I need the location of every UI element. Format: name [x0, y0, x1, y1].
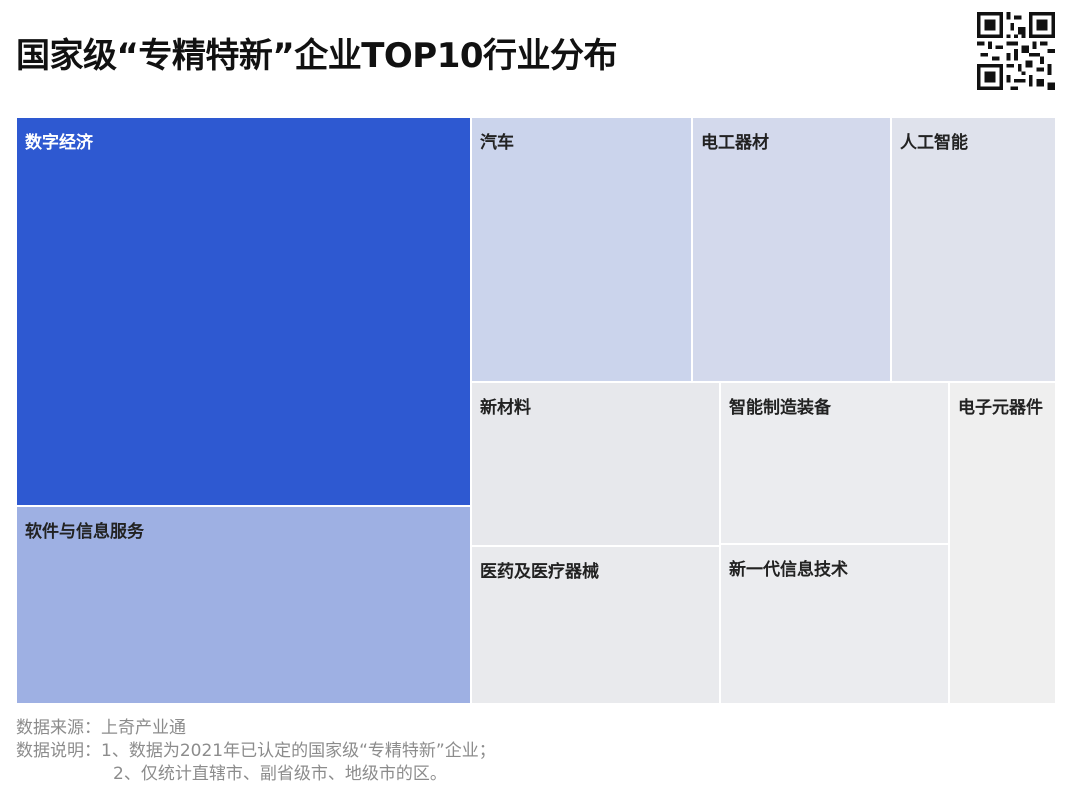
chart-notes: 数据来源：上奇产业通 数据说明：1、数据为2021年已认定的国家级“专精特新”企… — [16, 717, 496, 786]
treemap-cell-artificial-intelligence: 人工智能 — [891, 117, 1056, 382]
treemap-label: 智能制造装备 — [729, 398, 831, 418]
treemap-label: 电工器材 — [701, 133, 769, 153]
data-description-note-2: 2、仅统计直辖市、副省级市、地级市的区。 — [113, 764, 447, 784]
treemap-label: 人工智能 — [900, 133, 968, 153]
treemap-cell-electronic-components: 电子元器件 — [949, 382, 1056, 704]
treemap-label: 医药及医疗器械 — [480, 562, 599, 582]
treemap-cell-medicine-devices: 医药及医疗器械 — [471, 546, 720, 704]
treemap-label: 汽车 — [480, 133, 514, 153]
treemap-label: 新一代信息技术 — [729, 560, 848, 580]
treemap-cell-software-services: 软件与信息服务 — [16, 506, 471, 704]
data-source-note: 数据来源：上奇产业通 — [16, 718, 186, 738]
treemap-label: 新材料 — [480, 398, 531, 418]
treemap-cell-new-generation-it: 新一代信息技术 — [720, 544, 949, 704]
data-description-note: 数据说明：1、数据为2021年已认定的国家级“专精特新”企业； — [16, 741, 496, 761]
qr-code-icon — [977, 12, 1055, 90]
treemap-cell-new-materials: 新材料 — [471, 382, 720, 546]
treemap-cell-digital-economy: 数字经济 — [16, 117, 471, 506]
treemap-chart: 数字经济 软件与信息服务 汽车 电工器材 人工智能 新材料 医药及医疗器械 智能… — [16, 117, 1056, 704]
treemap-cell-automobile: 汽车 — [471, 117, 692, 382]
treemap-label: 电子元器件 — [958, 398, 1043, 418]
treemap-label: 数字经济 — [25, 133, 93, 153]
treemap-label: 软件与信息服务 — [25, 522, 144, 542]
treemap-cell-electrical-equipment: 电工器材 — [692, 117, 891, 382]
chart-title: 国家级“专精特新”企业TOP10行业分布 — [16, 36, 618, 76]
treemap-cell-smart-manufacturing: 智能制造装备 — [720, 382, 949, 544]
